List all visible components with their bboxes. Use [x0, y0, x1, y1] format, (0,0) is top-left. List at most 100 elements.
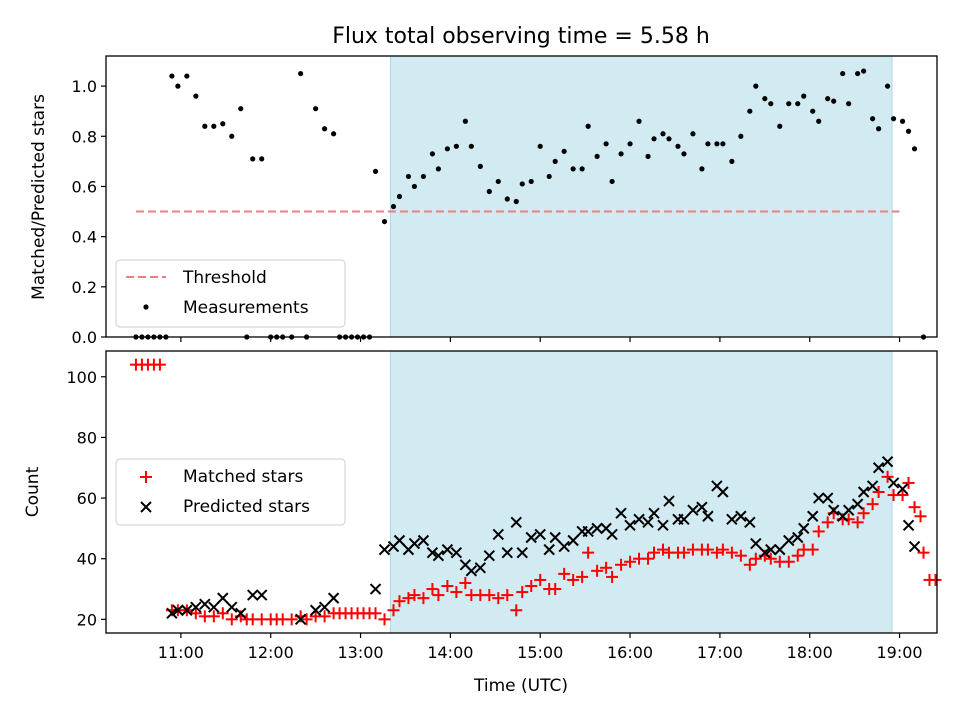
predicted-legend-label: Predicted stars	[183, 497, 310, 517]
predicted-point	[327, 592, 340, 604]
measurement-point	[876, 126, 882, 132]
predicted-point	[624, 519, 636, 532]
measurement-point	[546, 173, 552, 180]
count-y-tick-label: 80	[77, 428, 97, 447]
ratio-y-axis-label: Matched/Predicted stars	[29, 94, 49, 300]
predicted-point	[217, 592, 229, 604]
matched-point	[387, 604, 400, 617]
predicted-legend-marker	[140, 501, 152, 513]
predicted-point	[318, 601, 331, 613]
matched-point	[749, 552, 762, 565]
predicted-point	[750, 537, 762, 550]
measurement-point	[429, 151, 436, 157]
matched-point	[701, 543, 714, 556]
predicted-point	[247, 589, 259, 601]
predicted-point	[294, 613, 307, 626]
count-y-tick-label: 20	[77, 610, 97, 629]
ratio-y-tick-label: 0.4	[72, 228, 97, 247]
predicted-point	[432, 549, 445, 562]
predicted-point	[309, 604, 322, 616]
predicted-point	[872, 462, 885, 474]
measurement-point	[645, 153, 651, 159]
ratio-legend: Threshold Measurements	[115, 259, 346, 328]
matched-point	[725, 546, 738, 559]
measurement-point	[699, 166, 705, 172]
measurement-point	[420, 173, 427, 180]
measurement-point	[211, 123, 217, 129]
matched-point	[764, 552, 777, 565]
matched-point	[516, 586, 529, 599]
predicted-point	[726, 513, 738, 525]
measurement-point	[636, 118, 642, 124]
predicted-point	[465, 565, 478, 577]
predicted-point	[717, 486, 729, 498]
predicted-point	[657, 519, 669, 532]
predicted-point	[558, 540, 570, 553]
matched-point	[821, 516, 834, 529]
measurement-point	[453, 143, 459, 149]
predicted-point	[798, 522, 810, 535]
matched-point	[441, 580, 454, 592]
predicted-point	[408, 537, 421, 550]
matched-point	[450, 586, 463, 599]
matched-point	[576, 570, 589, 583]
predicted-point	[543, 543, 555, 556]
matched-point	[426, 583, 439, 596]
ratio-y-tick-label: 1.0	[72, 77, 97, 96]
predicted-point	[735, 510, 747, 522]
measurement-point	[603, 141, 609, 147]
predicted-point	[648, 507, 660, 519]
measurement-point	[825, 96, 831, 102]
matched-point	[432, 589, 445, 602]
measurements-legend-label: Measurements	[183, 298, 309, 318]
measurement-point	[861, 68, 867, 74]
predicted-point	[759, 546, 771, 559]
predicted-point	[851, 498, 864, 510]
predicted-point	[426, 546, 439, 559]
predicted-point	[807, 510, 819, 522]
predicted-point	[256, 589, 268, 601]
measurement-point	[495, 178, 501, 185]
ratio-panel: 0.0 0.2 0.4 0.6 0.8 1.0 Matched/Predicted sta…	[29, 55, 938, 347]
matched-point	[791, 549, 804, 562]
measurement-point	[729, 158, 735, 164]
measurements-legend-marker	[143, 304, 149, 310]
predicted-point	[642, 516, 654, 529]
matched-point	[716, 543, 729, 556]
matched-point	[318, 610, 331, 623]
matched-point	[866, 498, 879, 511]
matched-point	[153, 358, 166, 371]
measurement-point	[570, 166, 576, 172]
matched-point	[510, 604, 523, 617]
measurement-point	[390, 203, 397, 210]
matched-point	[549, 583, 562, 596]
measurement-point	[202, 123, 208, 129]
matched-point	[606, 570, 619, 583]
predicted-point	[450, 546, 463, 559]
measurement-point	[609, 178, 615, 185]
matched-point	[225, 613, 238, 626]
count-y-tick-label: 40	[77, 550, 97, 569]
predicted-point	[887, 477, 900, 489]
predicted-point	[369, 583, 382, 595]
predicted-point	[765, 543, 777, 556]
measurement-point	[738, 133, 744, 139]
x-tick-label: 13:00	[337, 643, 383, 662]
measurement-point	[911, 146, 918, 152]
measurement-point	[435, 166, 441, 172]
predicted-point	[783, 534, 795, 547]
matched-point	[216, 607, 229, 620]
predicted-point	[501, 546, 513, 559]
measurement-point	[846, 101, 852, 107]
matched-point	[615, 558, 628, 571]
x-tick-label: 19:00	[877, 643, 923, 662]
matched-point	[408, 589, 421, 602]
matched-point	[501, 589, 514, 602]
measurement-point	[594, 153, 600, 159]
measurement-point	[184, 73, 190, 79]
measurement-point	[537, 143, 543, 149]
predicted-point	[821, 492, 834, 504]
matched-point	[857, 507, 870, 520]
measurement-point	[884, 83, 891, 89]
ratio-y-tick-label: 0.8	[72, 127, 97, 146]
